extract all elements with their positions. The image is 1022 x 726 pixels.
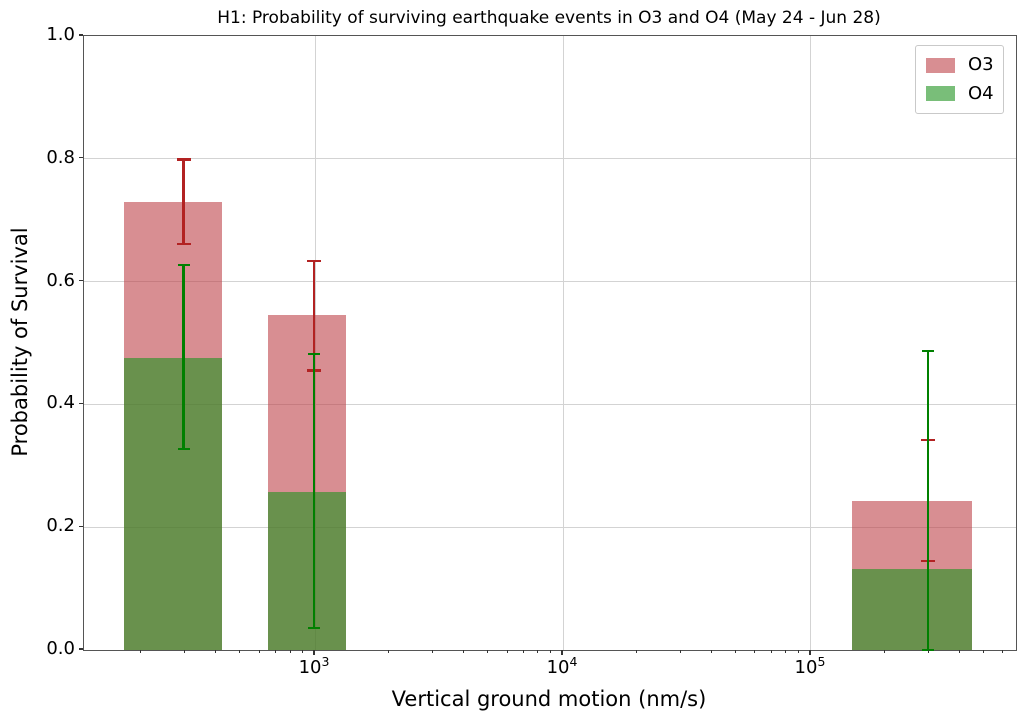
chart-title: H1: Probability of surviving earthquake … [217,8,881,28]
y-tick-label: 0.4 [46,392,75,414]
legend-swatch-o4 [926,86,955,102]
error-bar-o4-2-cap-bottom [307,626,320,630]
y-tick-label: 0.0 [46,638,75,659]
x-minor-tick [710,650,712,653]
x-minor-tick [214,650,216,653]
x-tick [313,650,315,655]
x-minor-tick [183,650,185,653]
error-bar-o4-1-cap-top [177,263,190,267]
x-minor-tick [289,650,291,653]
bar-o4-1 [124,357,222,650]
x-minor-tick [486,650,488,653]
error-bar-o4-3 [926,350,930,650]
y-tick [79,648,83,650]
y-gridline [84,526,1016,528]
x-minor-tick [785,650,787,653]
legend-row-o4: O4 [926,82,1003,104]
legend-label-o3: O3 [968,54,994,76]
error-bar-o3-2-cap-top [306,259,321,262]
x-tick [561,650,563,655]
y-tick [79,34,83,36]
x-gridline [562,36,564,650]
y-tick [79,157,83,159]
x-minor-tick [754,650,756,653]
y-tick [79,525,83,527]
legend-label-o4: O4 [968,82,994,104]
x-minor-tick [927,650,929,653]
error-bar-o3-1 [182,159,185,245]
x-minor-tick [636,650,638,653]
x-minor-tick [302,650,304,653]
legend: O3 O4 [915,45,1004,114]
y-tick [79,279,83,282]
bar-o4-3 [852,568,972,650]
x-minor-tick [1002,650,1004,653]
y-axis-label: Probability of Survival [8,227,32,457]
x-minor-tick [388,650,390,653]
x-minor-tick [550,650,552,653]
x-minor-tick [734,650,736,653]
y-tick-label: 0.6 [46,269,75,291]
x-minor-tick [431,650,433,653]
error-bar-o4-3-cap-bottom [922,648,935,652]
error-bar-o3-1-cap-bottom [176,242,191,246]
x-axis-label: Vertical ground motion (nm/s) [391,687,707,711]
y-tick-label: 0.2 [46,515,75,537]
y-tick-label: 0.8 [46,146,75,168]
x-minor-tick [275,650,277,653]
x-gridline [810,36,812,650]
x-minor-tick [679,650,681,653]
x-minor-tick [958,650,960,653]
y-tick-label: 1.0 [46,24,75,45]
error-bar-o4-2-cap-top [307,352,320,356]
error-bar-o4-2 [312,354,316,628]
x-tick-label: 104 [546,654,578,678]
plot-area [83,35,1017,652]
legend-row-o3: O3 [926,56,1003,74]
x-minor-tick [462,650,464,653]
x-minor-tick [140,650,142,653]
error-bar-o3-2 [312,260,316,371]
x-tick-label: 105 [794,654,826,678]
x-minor-tick [258,650,260,653]
x-minor-tick [506,650,508,653]
y-gridline [84,403,1016,405]
x-minor-tick [982,650,984,653]
x-minor-tick [798,650,800,653]
y-gridline [84,158,1016,160]
x-minor-tick [537,650,539,653]
y-tick [79,402,83,405]
error-bar-o4-3-cap-top [922,349,935,353]
y-gridline [84,281,1016,283]
x-tick [809,650,811,655]
x-minor-tick [238,650,240,653]
bar-o4-2 [267,492,347,650]
x-minor-tick [884,650,886,653]
x-minor-tick [523,650,525,653]
error-bar-o3-1-cap-top [176,158,191,161]
legend-swatch-o3 [926,57,955,73]
error-bar-o4-1 [182,265,185,450]
error-bar-o4-1-cap-bottom [177,448,190,451]
x-minor-tick [771,650,773,653]
x-tick-label: 103 [298,654,330,678]
